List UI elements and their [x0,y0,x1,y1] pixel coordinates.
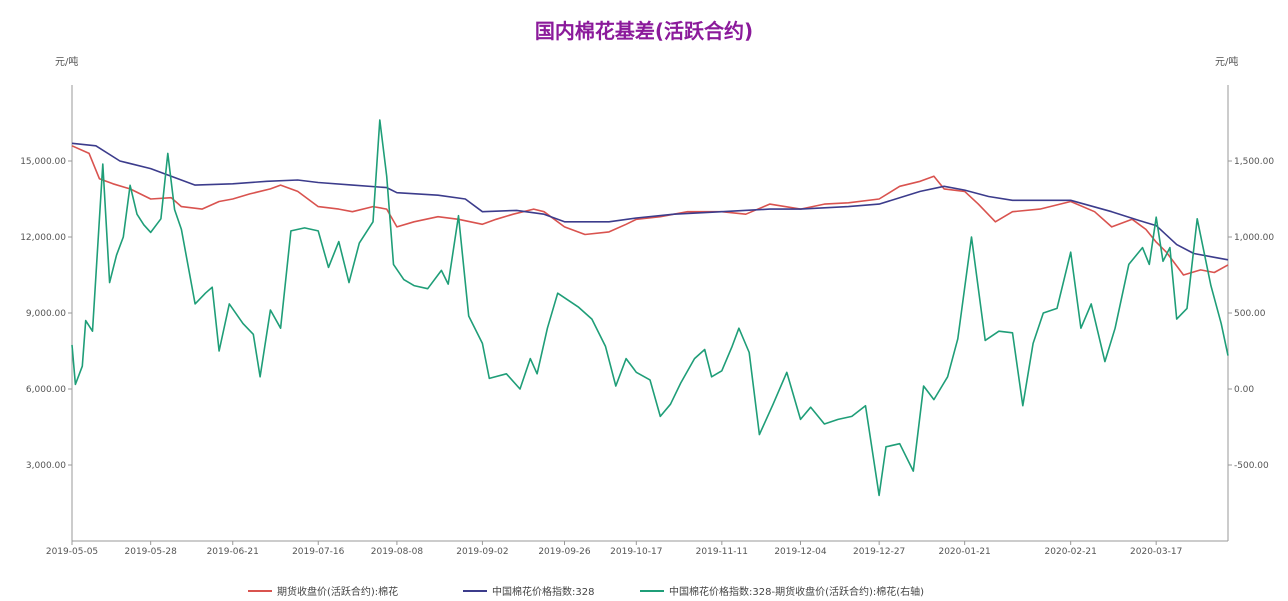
right-tick-label: 1,500.00 [1234,157,1274,167]
right-tick-label: 1,000.00 [1234,233,1274,243]
left-axis-ticks: 3,000.00 6,000.00 9,000.00 12,000.00 15,000.… [20,157,72,471]
x-tick-label: 2019-12-27 [853,547,905,557]
x-tick-label: 2019-09-26 [538,547,591,557]
x-tick-label: 2020-01-21 [938,547,990,557]
legend-label: 期货收盘价(活跃合约):棉花 [277,585,398,598]
series-lines [71,119,1229,497]
legend: 期货收盘价(活跃合约):棉花 中国棉花价格指数:328 中国棉花价格指数:328-期… [248,585,924,598]
left-tick-label: 6,000.00 [26,385,66,395]
left-tick-label: 3,000.00 [26,461,66,471]
x-tick-label: 2019-08-08 [371,547,424,557]
right-tick-label: -500.00 [1234,461,1269,471]
x-tick-label: 2019-06-21 [207,547,259,557]
x-tick-label: 2019-07-16 [292,547,345,557]
legend-label: 中国棉花价格指数:328 [492,585,594,598]
right-tick-label: 500.00 [1234,309,1266,319]
chart-title: 国内棉花基差(活跃合约) [535,19,753,43]
left-tick-label: 15,000.00 [20,157,66,167]
left-axis-unit: 元/吨 [55,55,78,68]
series-line-futures [71,145,1229,276]
series-line-basis [71,119,1229,497]
left-tick-label: 9,000.00 [26,309,66,319]
x-tick-label: 2019-05-28 [125,547,178,557]
x-tick-label: 2019-05-05 [46,547,98,557]
x-tick-label: 2020-03-17 [1130,547,1182,557]
left-tick-label: 12,000.00 [20,233,66,243]
x-axis-ticks: 2019-05-05 2019-05-28 2019-06-21 2019-07-16… [46,541,1182,557]
x-tick-label: 2019-10-17 [610,547,662,557]
legend-label: 中国棉花价格指数:328-期货收盘价(活跃合约):棉花(右轴) [669,585,924,598]
right-tick-label: 0.00 [1234,385,1254,395]
series-line-index [71,142,1229,261]
x-tick-label: 2020-02-21 [1045,547,1097,557]
right-axis-unit: 元/吨 [1215,55,1238,68]
x-tick-label: 2019-09-02 [456,547,508,557]
right-axis-ticks: -500.00 0.00 500.00 1,000.00 1,500.00 [1228,157,1274,471]
x-tick-label: 2019-11-11 [696,547,748,557]
x-tick-label: 2019-12-04 [774,547,827,557]
